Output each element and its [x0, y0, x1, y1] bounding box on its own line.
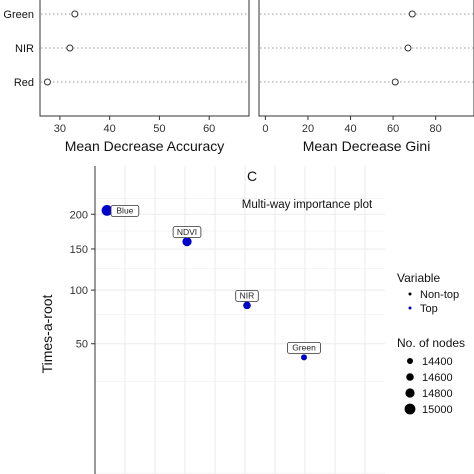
x-tick-label: 60 [203, 123, 215, 135]
y-tick-label: 50 [76, 339, 88, 351]
y-tick-label: 200 [70, 209, 88, 221]
point-nir [66, 44, 74, 52]
legend-size-key-14600 [406, 373, 414, 381]
point-red [43, 78, 51, 86]
x-tick-label: 60 [387, 123, 399, 135]
x-axis-title: Mean Decrease Gini [303, 138, 431, 154]
point-blue [101, 205, 113, 216]
legend-key-top [408, 306, 412, 310]
panel-b-mean-decrease-gini: 0 20 40 60 80 Mean Decrease Gini [258, 0, 474, 154]
x-tick-label: 50 [153, 123, 165, 135]
legend-size-label-14400: 14400 [422, 356, 453, 368]
point-label-box-ndvi [172, 226, 202, 238]
panel-frame [39, 0, 250, 117]
y-tick-label: 150 [70, 244, 88, 256]
point-nir [243, 301, 251, 310]
category-label-nir: NIR [15, 43, 34, 55]
point-label-nir: NIR [240, 291, 255, 301]
legend-size-label-15000: 15000 [422, 404, 453, 416]
legend-nodes-title: No. of nodes [397, 336, 465, 350]
panel-title: C [247, 168, 257, 184]
point-green [301, 354, 307, 361]
point-green [408, 10, 416, 18]
x-tick-label: 80 [430, 123, 442, 135]
legend-size-key-15000 [404, 403, 416, 415]
legend-size-label-14800: 14800 [422, 388, 453, 400]
point-nir [404, 44, 412, 52]
legend-key-non-top [408, 292, 412, 296]
point-label-box-nir [235, 289, 259, 302]
point-label-blue: Blue [116, 206, 133, 216]
point-label-box-blue [110, 205, 140, 217]
point-ndvi [182, 236, 192, 247]
y-tick-label: 100 [70, 285, 88, 297]
x-tick-label: 30 [54, 123, 66, 135]
y-axis-title: Times-a-root [39, 294, 55, 373]
category-label-red: Red [14, 77, 34, 89]
point-red [391, 78, 399, 86]
point-label-green: Green [292, 343, 316, 353]
legend-variable-title: Variable [397, 271, 440, 285]
category-label-green: Green [3, 9, 34, 21]
panel-subtitle: Multi-way importance plot [242, 199, 373, 211]
x-tick-label: 40 [344, 123, 356, 135]
x-tick-label: 20 [302, 123, 314, 135]
legend-label-top: Top [420, 303, 438, 315]
legend-size-label-14600: 14600 [422, 372, 453, 384]
x-axis-title: Mean Decrease Accuracy [65, 138, 225, 154]
legend-label-non-top: Non-top [420, 289, 459, 301]
panel-c-multi-way-importance: 50 100 150 200 Times-a-root C Multi-way import… [39, 166, 465, 474]
point-label-box-green [287, 341, 321, 354]
panel-a-mean-decrease-accuracy: Green NIR Red 30 40 50 60 Mean Decrease Accurac… [3, 0, 250, 154]
legend-size-key-14400 [407, 358, 413, 364]
point-green [71, 10, 79, 18]
legend-size-key-14800 [405, 388, 415, 398]
panel-frame [258, 0, 474, 117]
x-tick-label: 0 [262, 123, 268, 135]
point-label-ndvi: NDVI [177, 227, 197, 237]
x-tick-label: 40 [104, 123, 116, 135]
